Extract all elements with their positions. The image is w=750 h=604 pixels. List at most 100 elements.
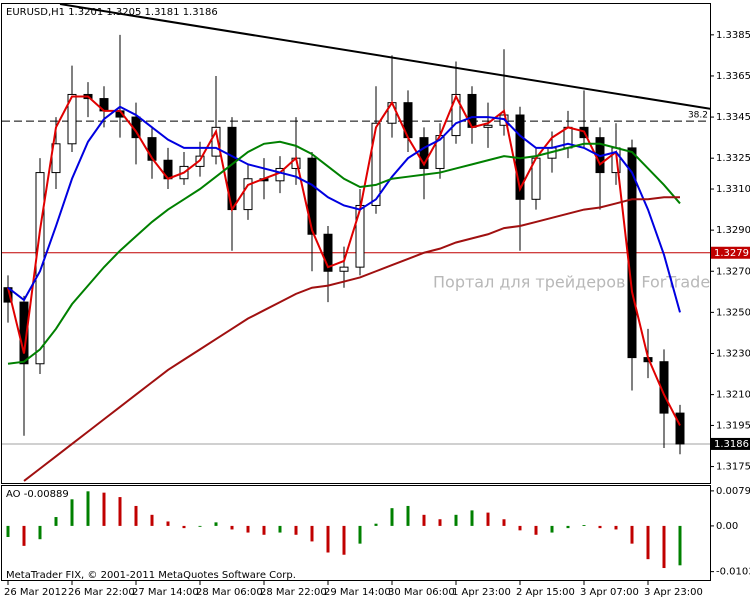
indicator-line [7,140,681,365]
ao-bar [118,497,122,526]
x-tick-label: 3 Apr 07:00 [580,587,639,598]
ao-bar [358,525,362,544]
candle-body [339,266,349,272]
ao-bar [54,517,58,526]
ao-bar [406,505,410,526]
ao-bar [246,525,250,533]
level-label: 38.2 [688,111,708,121]
ao-bar [102,492,106,526]
ao-panel [1,485,711,581]
ao-bar [486,512,490,526]
x-tick-label: 1 Apr 23:00 [452,587,511,598]
ao-bar [214,522,218,526]
candle-body [211,126,221,157]
candle-body [675,412,685,445]
y-tick-label: 1.3365 [716,71,750,82]
ao-bar [294,525,298,535]
y-tick-label: 1.3270 [716,266,750,277]
ao-bar [678,525,682,566]
y-tick-label: 1.3195 [716,420,750,431]
ao-bar [438,519,442,526]
ao-bar [566,525,570,529]
y-tick-label: 1.3290 [716,225,750,236]
ao-bar [150,514,154,526]
ao-bar [22,525,26,546]
x-tick-label: 3 Apr 23:00 [644,587,703,598]
ao-bar [550,525,554,533]
ao-bar [278,525,282,533]
watermark: Портал для трейдеров - ForTrader.ru [433,273,737,292]
ao-bar [262,525,266,535]
ao-bar [134,505,138,526]
y-tick-label: 0.0079 [716,486,750,497]
price-label-box [711,246,750,259]
candle-body [67,93,77,145]
ao-bar [614,525,618,530]
ao-bar [646,525,650,560]
ao-bar [6,525,10,537]
ao-bar [518,525,522,531]
ao-bar [38,525,42,540]
y-tick-label: 1.3385 [716,30,750,41]
ao-bar [470,510,474,526]
candle-body [243,178,253,211]
indicator-line [7,94,681,426]
ao-bar [598,525,602,529]
y-tick-label: 1.3210 [716,390,750,401]
x-tick-label: 29 Mar 14:00 [324,587,391,598]
ao-bar [198,525,202,527]
candle-body [35,172,45,365]
ao-bar [502,519,506,526]
ao-bar [390,508,394,526]
x-tick-label: 28 Mar 06:00 [196,587,263,598]
x-tick-label: 27 Mar 14:00 [132,587,199,598]
ao-bar [166,521,170,526]
ao-bar [230,525,234,530]
x-tick-label: 2 Apr 15:00 [516,587,575,598]
ao-bar [662,525,666,569]
indicator-line [23,196,680,482]
price-label-box [711,437,750,450]
ao-bar [582,525,586,526]
ao-bar [326,525,330,553]
y-tick-label: 1.3250 [716,307,750,318]
y-tick-label: 1.3175 [716,462,750,473]
x-tick-label: 26 Mar 22:00 [68,587,135,598]
y-tick-label: 1.3325 [716,153,750,164]
ao-bar [534,525,538,535]
candle-body [307,157,317,235]
candle-body [147,137,157,161]
candle-body [355,204,365,268]
y-tick-label: 1.3230 [716,348,750,359]
candle-body [419,137,429,169]
price-label: 1.3279 [714,248,749,259]
candle-body [323,233,333,272]
x-tick-label: 26 Mar 2012 [4,587,67,598]
candle-body [483,124,493,128]
ao-bar [86,491,90,526]
indicator-line [7,105,681,313]
trendline [59,4,710,110]
x-tick-label: 30 Mar 06:00 [388,587,455,598]
ao-bar [374,523,378,526]
chart-title: EURUSD,H1 1.3201 1.3205 1.3181 1.3186 [6,7,218,18]
price-label: 1.3186 [714,439,749,450]
ao-bar [310,525,314,542]
candle-body [371,122,381,206]
ao-bar [342,525,346,555]
ao-bar [630,525,634,544]
ao-bar [182,525,186,529]
y-tick-label: 0.00 [716,521,738,532]
ao-bar [422,514,426,526]
ao-bar [454,514,458,526]
y-tick-label: -0.01031 [716,567,750,578]
ao-title: AO -0.00889 [6,489,69,500]
x-tick-label: 28 Mar 22:00 [260,587,327,598]
y-tick-label: 1.3310 [716,184,750,195]
price-panel [1,3,711,484]
ao-bar [70,499,74,526]
footer: MetaTrader FIX, © 2001-2011 MetaQuotes S… [6,570,296,581]
